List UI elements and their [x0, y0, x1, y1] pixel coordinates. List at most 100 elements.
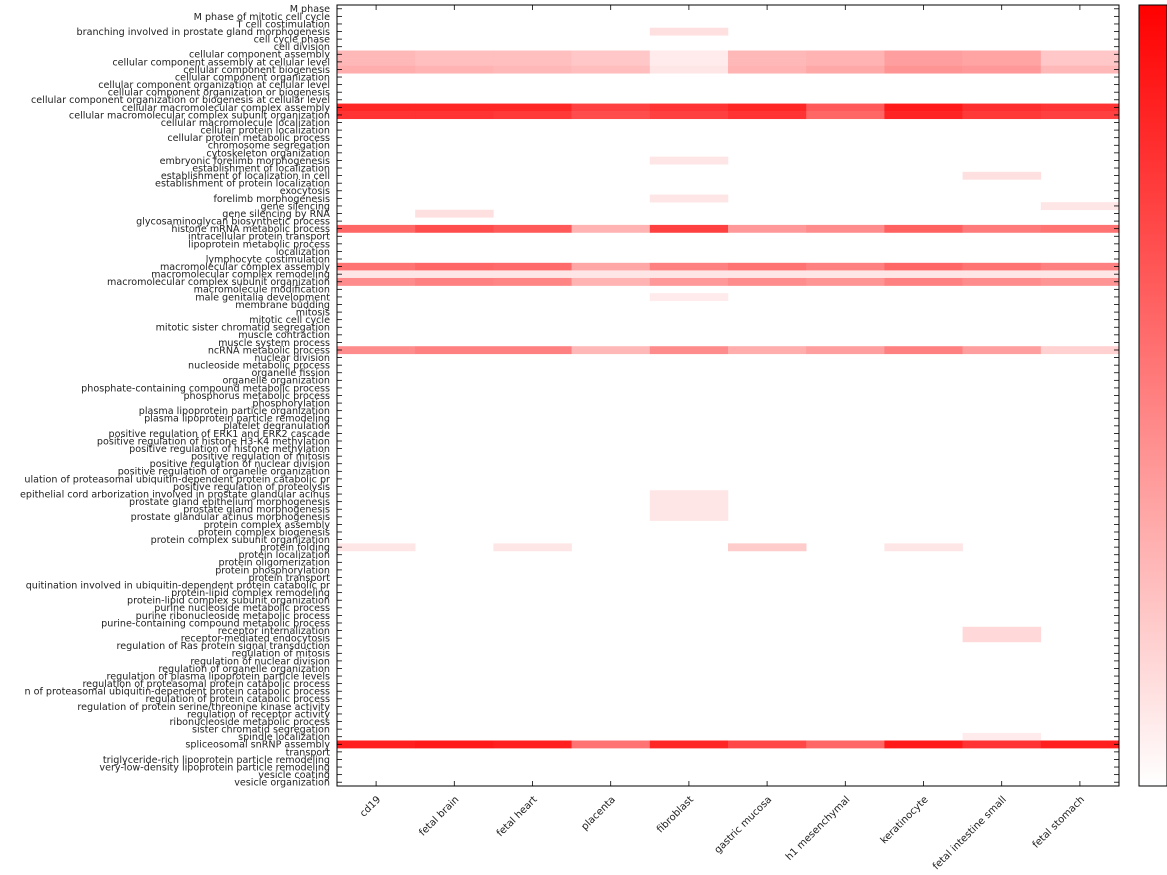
row-label: protein complex assembly — [204, 520, 331, 531]
row-label: plasma lipoprotein particle remodeling — [144, 414, 330, 425]
row-label: establishment of localization in cell — [161, 171, 330, 182]
row-label: glycosaminoglycan biosynthetic process — [136, 217, 330, 228]
row-label: triglyceride-rich lipoprotein particle r… — [103, 755, 330, 766]
heatmap-cell — [962, 111, 1042, 120]
row-label: protein-lipid complex remodeling — [171, 588, 330, 599]
row-label: cytoskeleton organization — [206, 148, 330, 159]
row-label: mitosis — [296, 307, 330, 318]
heatmap-cell — [415, 111, 494, 120]
heatmap-cell — [493, 543, 572, 552]
heatmap-cell — [415, 277, 494, 286]
heatmap-cell — [962, 58, 1042, 66]
heatmap-cell — [337, 103, 416, 112]
heatmap-cell — [415, 58, 494, 66]
heatmap-cell — [728, 50, 807, 59]
row-label: regulation of plasma lipoprotein particl… — [107, 671, 330, 682]
heatmap-cell — [728, 224, 807, 233]
heatmap-cell — [1040, 224, 1120, 233]
heatmap-cell — [962, 224, 1042, 233]
row-label: nucleoside metabolic process — [188, 361, 330, 372]
row-label: cellular component organization — [175, 72, 330, 83]
heatmap-cell — [962, 171, 1042, 180]
heatmap-cell — [493, 224, 572, 233]
heatmap-cell — [415, 65, 494, 74]
heatmap-cell — [337, 58, 416, 66]
row-label: cellular component assembly at cellular … — [112, 57, 330, 68]
column-label: cd19 — [358, 794, 383, 819]
row-label: purine-containing compound metabolic pro… — [101, 618, 330, 629]
heatmap-cell — [415, 103, 494, 112]
heatmap-cell — [337, 262, 416, 271]
row-label: lipoprotein metabolic process — [188, 239, 330, 250]
row-label: protein folding — [260, 543, 330, 554]
row-label: protein localization — [239, 550, 330, 561]
heatmap-cells — [337, 27, 1120, 749]
row-label: cellular component biogenesis — [183, 65, 330, 76]
row-label: vesicle organization — [234, 778, 330, 789]
colorbar — [1138, 4, 1167, 787]
column-label: fetal stomach — [1031, 794, 1087, 850]
heatmap-cell — [649, 270, 729, 279]
heatmap-cell — [493, 270, 572, 279]
row-label: ncRNA metabolic process — [208, 345, 330, 356]
row-label: cellular component organization or bioge… — [108, 88, 330, 99]
heatmap-cell — [649, 490, 729, 499]
heatmap-cell — [649, 194, 729, 203]
heatmap-cell — [571, 346, 651, 355]
axis-ticks — [337, 5, 1119, 786]
heatmap-cell — [962, 626, 1042, 635]
row-label: quitination involved in ubiquitin-depend… — [26, 580, 330, 591]
row-label: positive regulation of proteolysis — [173, 482, 330, 493]
row-label: cell division — [274, 42, 330, 53]
heatmap-cell — [806, 103, 885, 112]
row-label: gene silencing by RNA — [222, 209, 330, 220]
row-label: positive regulation of histone H3-K4 met… — [97, 436, 330, 447]
heatmap-cell — [571, 111, 651, 120]
row-label: spindle localization — [238, 732, 330, 743]
heatmap-cell — [415, 50, 494, 59]
heatmap-cell — [1040, 111, 1120, 120]
row-label: cell cycle phase — [254, 35, 330, 46]
row-label: macromolecular complex subunit organizat… — [107, 277, 330, 288]
row-label: regulation of organelle organization — [158, 664, 330, 675]
heatmap-cell — [962, 103, 1042, 112]
row-label: male genitalia development — [195, 292, 330, 303]
heatmap-cell — [571, 103, 651, 112]
row-label: prostate glandular acinus morphogenesis — [131, 512, 330, 523]
heatmap-cell — [1040, 65, 1120, 74]
heatmap-cell — [571, 58, 651, 66]
heatmap-cell — [884, 111, 963, 120]
row-label: muscle contraction — [238, 330, 330, 341]
heatmap-cell — [962, 277, 1042, 286]
row-label: plasma lipoprotein particle organization — [139, 406, 330, 417]
heatmap-cell — [806, 58, 885, 66]
row-label: receptor-mediated endocytosis — [181, 634, 330, 645]
row-label: organelle organization — [222, 376, 330, 387]
row-label: mitotic sister chromatid segregation — [156, 323, 330, 334]
row-label: very-low-density lipoprotein particle re… — [99, 762, 330, 773]
heatmap-cell — [806, 111, 885, 120]
heatmap-cell — [962, 262, 1042, 271]
heatmap-cell — [962, 740, 1042, 749]
column-label: fetal heart — [495, 794, 540, 839]
heatmap-cell — [649, 50, 729, 59]
row-label: T cell costimulation — [236, 19, 330, 30]
column-label: h1 mesenchymal — [784, 794, 853, 863]
row-label: forelimb morphogenesis — [213, 194, 330, 205]
row-label: regulation of protein catabolic process — [145, 694, 330, 705]
heatmap-cell — [728, 277, 807, 286]
heatmap-cell — [415, 262, 494, 271]
column-label: gastric mucosa — [713, 794, 775, 856]
row-label: chromosome segregation — [208, 141, 330, 152]
heatmap-cell — [649, 293, 729, 302]
row-label: cellular protein metabolic process — [167, 133, 330, 144]
row-label: positive regulation of histone methylati… — [129, 444, 330, 455]
row-label: membrane budding — [235, 300, 330, 311]
heatmap-cell — [571, 65, 651, 74]
heatmap-cell — [728, 111, 807, 120]
heatmap-cell — [493, 740, 572, 749]
column-label: fetal brain — [417, 794, 461, 838]
heatmap-cell — [649, 740, 729, 749]
heatmap-cell — [649, 103, 729, 112]
heatmap-cell — [571, 277, 651, 286]
